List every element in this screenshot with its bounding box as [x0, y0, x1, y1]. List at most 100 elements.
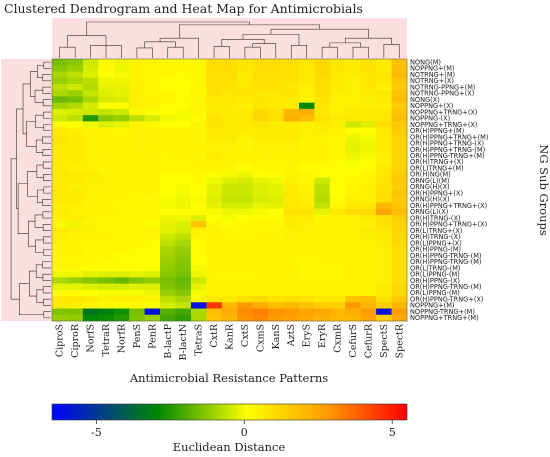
heatmap-cell	[129, 158, 145, 166]
heatmap-cell	[298, 308, 315, 316]
column-label: PenS	[132, 324, 143, 348]
heatmap-cell	[52, 127, 68, 135]
heatmap-cell	[144, 59, 161, 66]
heatmap-cell	[144, 152, 161, 160]
heatmap-cell	[360, 65, 377, 72]
heatmap-cell	[252, 233, 269, 241]
heatmap-cell	[329, 233, 346, 241]
heatmap-cell	[144, 252, 161, 259]
heatmap-cell	[221, 239, 238, 247]
heatmap-cell	[268, 121, 284, 128]
heatmap-cell	[391, 115, 408, 122]
heatmap-cell	[360, 152, 377, 160]
heatmap-cell	[314, 108, 331, 116]
heatmap-cell	[129, 202, 145, 210]
heatmap-cell	[329, 77, 346, 85]
heatmap-cell	[160, 96, 176, 103]
heatmap-cell	[113, 208, 130, 216]
column-label: AztS	[286, 324, 297, 347]
heatmap-cell	[52, 121, 68, 128]
heatmap-cell	[376, 283, 392, 291]
heatmap-cell	[283, 308, 300, 316]
heatmap-cell	[376, 202, 392, 210]
heatmap-cell	[391, 233, 408, 241]
heatmap-cell	[67, 258, 84, 266]
heatmap-cell	[376, 183, 392, 191]
heatmap-cell	[329, 271, 346, 278]
heatmap-cell	[391, 208, 408, 216]
row-label: OR(L)TRNG-(M)	[410, 264, 460, 272]
row-label: OR(H)PPNG-TRNG-(M)	[410, 258, 482, 266]
heatmap-cell	[113, 252, 130, 259]
heatmap-cell	[252, 196, 269, 203]
heatmap-cell	[129, 165, 145, 172]
heatmap-cell	[360, 239, 377, 247]
heatmap-cell	[190, 127, 207, 135]
heatmap-cell	[52, 102, 68, 110]
heatmap-cell	[329, 208, 346, 216]
heatmap-cell	[82, 146, 99, 153]
heatmap-cell	[206, 140, 223, 147]
heatmap-cell	[314, 296, 331, 303]
heatmap-cell	[221, 296, 238, 303]
heatmap-cell	[237, 71, 253, 79]
heatmap-cell	[391, 264, 408, 272]
heatmap-cell	[298, 271, 315, 278]
heatmap-cell	[345, 314, 361, 322]
heatmap-cell	[160, 314, 176, 322]
heatmap-cell	[314, 233, 331, 241]
heatmap-cell	[82, 121, 99, 128]
heatmap-cell	[190, 214, 207, 222]
heatmap-cell	[329, 165, 346, 172]
heatmap-cell	[221, 65, 238, 72]
heatmap-cell	[82, 233, 99, 241]
row-label: NOPPNG+TRNG+(X)	[410, 108, 477, 116]
heatmap-cell	[67, 289, 84, 297]
heatmap-cell	[221, 102, 238, 110]
heatmap-cell	[376, 83, 392, 91]
heatmap-cell	[360, 314, 377, 322]
heatmap-cell	[144, 190, 161, 197]
heatmap-cell	[221, 196, 238, 203]
row-label: NOTRNG-PPNG+(X)	[410, 90, 474, 98]
heatmap-cell	[221, 258, 238, 266]
heatmap-cell	[52, 239, 68, 247]
heatmap-cell	[113, 115, 130, 122]
y-axis-label: NG Sub Groups	[537, 144, 550, 236]
heatmap-cell	[283, 165, 300, 172]
heatmap-cell	[98, 158, 115, 166]
heatmap-cell	[298, 277, 315, 284]
heatmap-cell	[175, 296, 192, 303]
heatmap-cell	[360, 190, 377, 197]
heatmap-cell	[360, 158, 377, 166]
heatmap-cell	[237, 190, 253, 197]
heatmap-cell	[329, 83, 346, 91]
heatmap-cell	[206, 283, 223, 291]
heatmap-cell	[67, 108, 84, 116]
heatmap-cell	[298, 121, 315, 128]
column-label: EryS	[302, 324, 313, 347]
heatmap-cell	[391, 302, 408, 309]
heatmap-cell	[67, 214, 84, 222]
heatmap-cell	[268, 133, 284, 141]
heatmap-cell	[144, 102, 161, 110]
heatmap-cell	[268, 246, 284, 253]
heatmap-cell	[113, 264, 130, 272]
heatmap-cell	[314, 283, 331, 291]
heatmap-cell	[360, 183, 377, 191]
heatmap-cell	[283, 96, 300, 103]
heatmap-cell	[113, 214, 130, 222]
heatmap-cell	[175, 196, 192, 203]
heatmap-cell	[190, 308, 207, 316]
heatmap-cell	[360, 146, 377, 153]
heatmap-cell	[268, 252, 284, 259]
heatmap-cell	[52, 214, 68, 222]
heatmap-cell	[52, 314, 68, 322]
heatmap-cell	[206, 121, 223, 128]
heatmap-cell	[314, 271, 331, 278]
heatmap-cell	[329, 71, 346, 79]
heatmap-cell	[144, 214, 161, 222]
heatmap-cell	[82, 59, 99, 66]
heatmap-cell	[113, 202, 130, 210]
heatmap-cell	[113, 190, 130, 197]
